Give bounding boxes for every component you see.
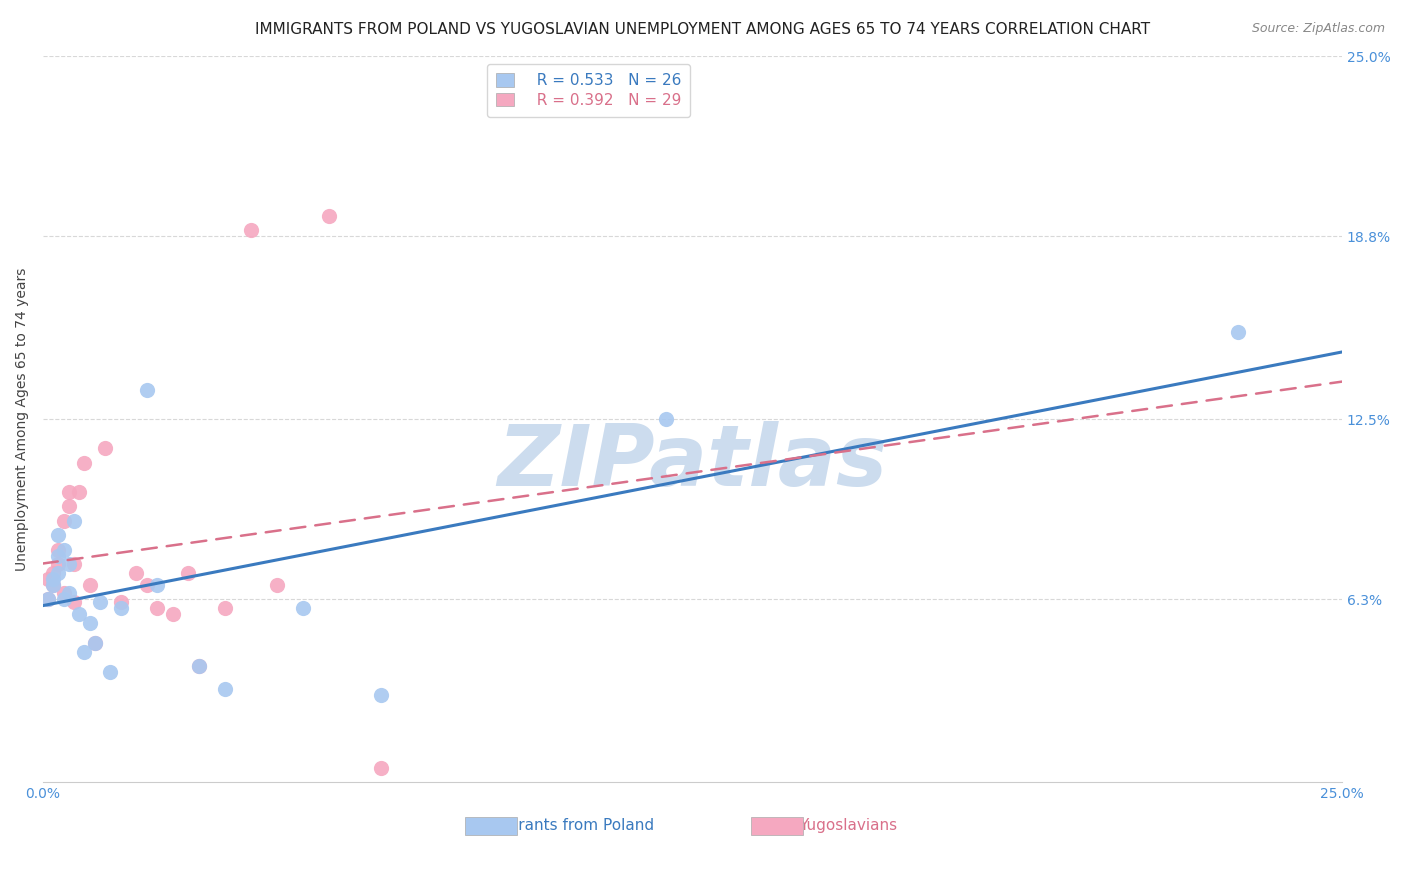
Point [52,542,75,557]
Point [37,572,59,586]
Point [79,615,101,630]
Point [48,528,70,542]
Legend:   R = 0.533   N = 26,   R = 0.392   N = 29: R = 0.533 N = 26, R = 0.392 N = 29 [486,64,690,117]
Point [239,223,262,237]
Text: Yugoslavians: Yugoslavians [799,818,897,833]
Point [79,578,101,592]
Point [94,442,117,456]
Point [370,688,392,702]
Point [73,644,96,658]
Point [1227,325,1250,339]
Point [266,578,288,592]
Point [42,566,65,581]
Point [135,578,157,592]
Point [63,595,86,609]
Text: Immigrants from Poland: Immigrants from Poland [471,818,655,833]
FancyBboxPatch shape [465,817,517,835]
Point [135,383,157,397]
Y-axis label: Unemployment Among Ages 65 to 74 years: Unemployment Among Ages 65 to 74 years [15,268,30,571]
Point [100,665,122,679]
Point [89,595,111,609]
Point [214,601,236,615]
Point [48,566,70,581]
Point [42,578,65,592]
Point [318,209,340,223]
Point [67,607,90,621]
Point [73,456,96,470]
Point [63,514,86,528]
Point [52,586,75,600]
Point [110,601,132,615]
Point [177,566,200,581]
Point [58,500,80,514]
Point [37,592,59,607]
Point [83,636,105,650]
Point [42,578,65,592]
Point [370,761,392,775]
Point [58,484,80,499]
Text: IMMIGRANTS FROM POLAND VS YUGOSLAVIAN UNEMPLOYMENT AMONG AGES 65 TO 74 YEARS COR: IMMIGRANTS FROM POLAND VS YUGOSLAVIAN UN… [256,22,1150,37]
Point [187,659,209,673]
Point [83,636,105,650]
Point [146,578,169,592]
Point [655,412,678,426]
Point [48,558,70,572]
Point [52,592,75,607]
Point [42,572,65,586]
Point [63,558,86,572]
Point [48,549,70,563]
Point [162,607,184,621]
Point [110,595,132,609]
Point [58,558,80,572]
Point [187,659,209,673]
Point [214,682,236,697]
Point [48,542,70,557]
FancyBboxPatch shape [751,817,803,835]
Point [67,484,90,499]
Text: Source: ZipAtlas.com: Source: ZipAtlas.com [1251,22,1385,36]
Point [125,566,148,581]
Point [146,601,169,615]
Point [37,592,59,607]
Point [291,601,314,615]
Text: ZIPatlas: ZIPatlas [498,421,887,504]
Point [52,514,75,528]
Point [58,586,80,600]
